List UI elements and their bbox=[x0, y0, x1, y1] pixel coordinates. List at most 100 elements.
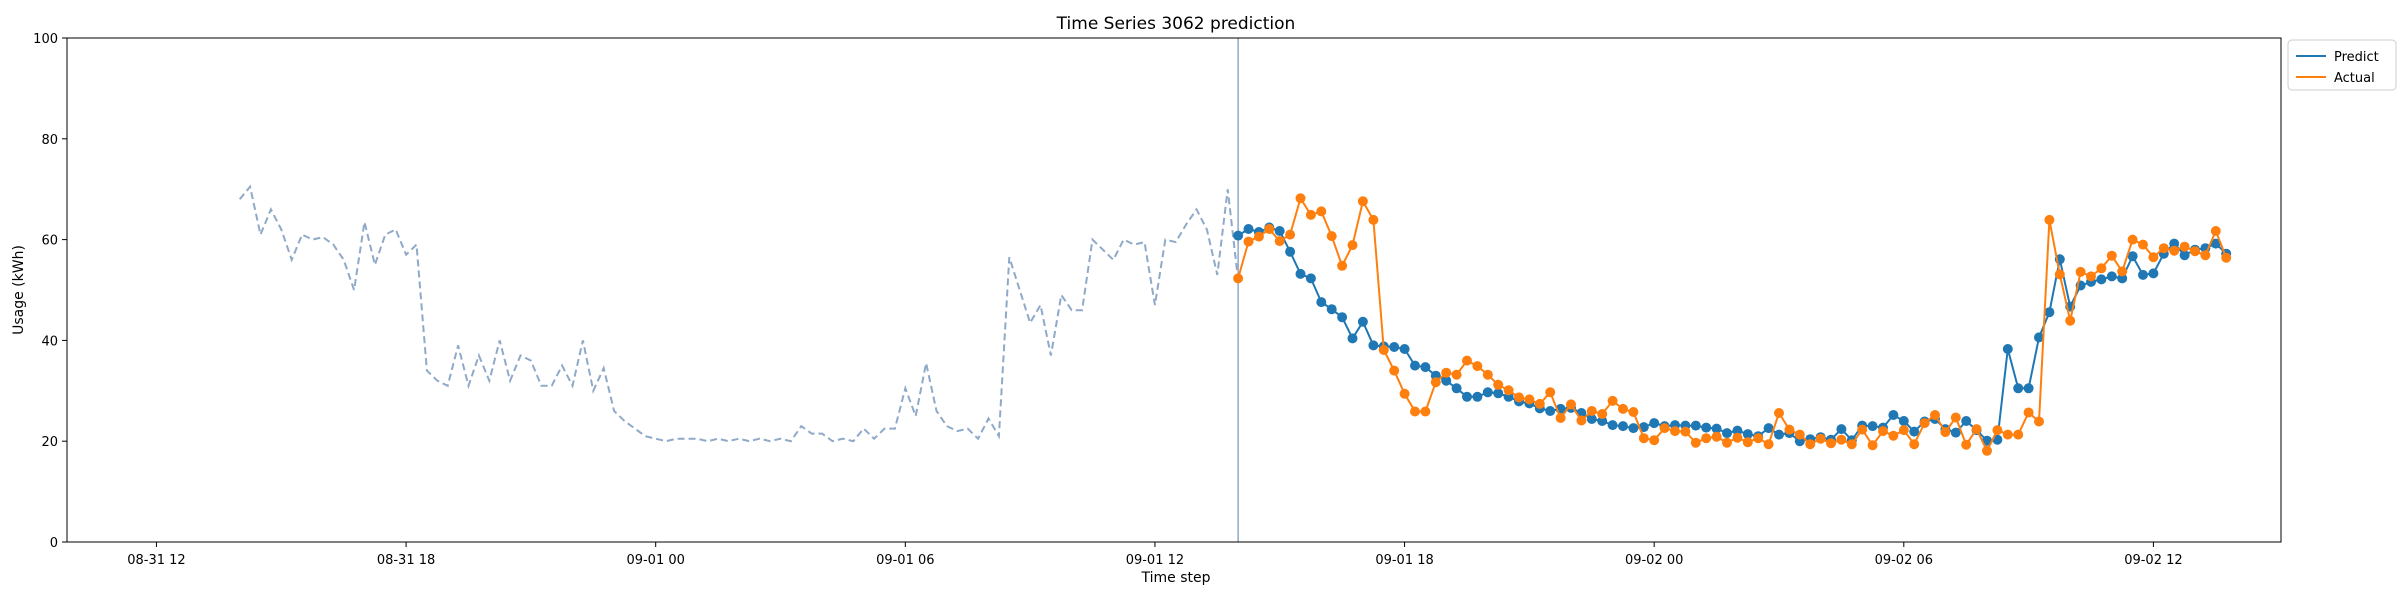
actual-point bbox=[1305, 209, 1316, 220]
actual-point bbox=[2044, 214, 2055, 225]
actual-point bbox=[1607, 395, 1618, 406]
predict-point bbox=[1274, 226, 1285, 236]
actual-point bbox=[1472, 361, 1483, 372]
predict-point bbox=[1961, 416, 1972, 426]
actual-point bbox=[2200, 250, 2211, 261]
actual-point bbox=[1982, 445, 1992, 456]
predict-point bbox=[1357, 316, 1368, 327]
predict-point bbox=[1774, 429, 1784, 440]
y-tick-label: 100 bbox=[33, 32, 58, 47]
actual-point bbox=[2054, 269, 2065, 280]
predict-point bbox=[1399, 344, 1410, 354]
actual-point bbox=[1451, 369, 1462, 380]
predict-point bbox=[1472, 391, 1483, 402]
actual-point bbox=[1815, 433, 1826, 444]
actual-point bbox=[1690, 437, 1701, 448]
y-tick-label: 40 bbox=[41, 334, 58, 349]
actual-point bbox=[1888, 430, 1899, 441]
actual-point bbox=[1285, 229, 1296, 240]
actual-point bbox=[1857, 424, 1868, 435]
actual-point bbox=[1961, 439, 1972, 450]
actual-point bbox=[1503, 385, 1514, 396]
predict-point bbox=[1982, 435, 1992, 446]
actual-point bbox=[1243, 236, 1254, 247]
actual-point bbox=[1763, 439, 1774, 450]
predict-point bbox=[1482, 387, 1493, 398]
predict-point bbox=[2106, 271, 2117, 282]
actual-point bbox=[2221, 252, 2232, 263]
history-line bbox=[238, 184, 1240, 443]
actual-point bbox=[1378, 345, 1389, 355]
predict-point bbox=[2210, 238, 2221, 249]
actual-point bbox=[1462, 355, 1472, 366]
actual-point bbox=[1628, 407, 1639, 417]
actual-markers bbox=[1233, 193, 2232, 456]
actual-point bbox=[1295, 193, 1306, 204]
actual-point bbox=[1399, 388, 1410, 399]
actual-point bbox=[1545, 387, 1556, 398]
actual-point bbox=[1867, 440, 1878, 451]
actual-point bbox=[1753, 433, 1764, 444]
actual-point bbox=[1482, 369, 1493, 380]
predict-point bbox=[1586, 414, 1597, 424]
actual-point bbox=[2023, 407, 2034, 418]
actual-point bbox=[1732, 432, 1743, 443]
actual-point bbox=[1846, 439, 1857, 450]
predict-point bbox=[1690, 420, 1701, 431]
predict-point bbox=[1243, 224, 1254, 234]
predict-point bbox=[1628, 423, 1639, 434]
actual-point bbox=[2075, 266, 2086, 277]
actual-point bbox=[1992, 425, 2003, 436]
predict-point bbox=[2169, 238, 2180, 249]
actual-point bbox=[1555, 413, 1566, 423]
predict-point bbox=[1233, 230, 1244, 241]
legend-actual-label: Actual bbox=[2334, 71, 2375, 86]
plot-frame bbox=[66, 37, 2282, 543]
actual-point bbox=[1347, 240, 1358, 251]
predict-point bbox=[1867, 421, 1878, 432]
predict-point bbox=[2023, 383, 2034, 394]
x-tick-label: 08-31 12 bbox=[127, 553, 185, 568]
actual-point bbox=[1805, 439, 1816, 450]
predict-point bbox=[1597, 416, 1608, 426]
actual-point bbox=[1597, 409, 1608, 419]
actual-point bbox=[1742, 437, 1753, 448]
actual-point bbox=[2086, 271, 2096, 282]
actual-point bbox=[1701, 433, 1712, 444]
actual-point bbox=[1898, 425, 1909, 436]
predict-point bbox=[1950, 427, 1961, 438]
predict-point bbox=[2044, 307, 2055, 318]
actual-point bbox=[2138, 239, 2148, 250]
actual-point bbox=[2179, 241, 2190, 252]
actual-point bbox=[1909, 439, 1920, 450]
actual-point bbox=[1316, 206, 1327, 217]
plot-area bbox=[238, 38, 2232, 542]
predict-point bbox=[1909, 426, 1920, 437]
predict-point bbox=[1898, 416, 1909, 426]
actual-point bbox=[2034, 416, 2044, 427]
x-axis-label: Time step bbox=[1141, 570, 1211, 586]
actual-point bbox=[1638, 433, 1649, 444]
actual-point bbox=[1357, 196, 1368, 207]
actual-point bbox=[1420, 406, 1431, 417]
predict-point bbox=[1462, 391, 1472, 402]
actual-point bbox=[1264, 224, 1275, 234]
actual-point bbox=[1680, 426, 1691, 437]
y-axis: 0 20 40 60 80 100 bbox=[33, 32, 67, 551]
predict-point bbox=[1607, 420, 1618, 431]
actual-point bbox=[1971, 424, 1982, 435]
actual-point bbox=[1514, 392, 1524, 403]
predict-point bbox=[1451, 383, 1462, 394]
predict-point bbox=[1618, 421, 1628, 432]
y-tick-label: 60 bbox=[41, 234, 58, 249]
actual-point bbox=[1722, 437, 1732, 448]
actual-point bbox=[1670, 426, 1680, 437]
actual-point bbox=[2117, 266, 2128, 277]
actual-point bbox=[2190, 246, 2200, 257]
actual-point bbox=[2002, 429, 2013, 440]
actual-point bbox=[1337, 260, 1348, 271]
actual-point bbox=[1784, 424, 1795, 435]
predict-point bbox=[1732, 425, 1743, 436]
actual-point bbox=[1930, 410, 1940, 420]
predict-point bbox=[1295, 268, 1306, 279]
